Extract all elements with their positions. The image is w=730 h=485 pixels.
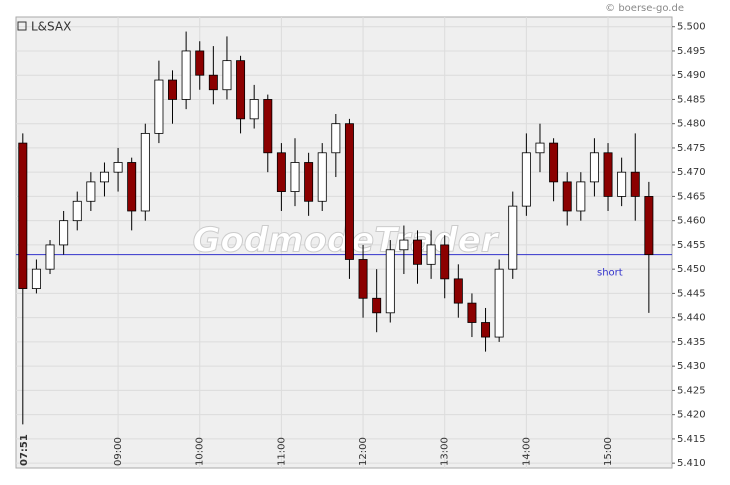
candle-body <box>263 99 273 154</box>
candle-body <box>413 239 422 265</box>
candle-body <box>481 322 491 338</box>
candle-body <box>317 152 327 202</box>
candle-body <box>236 60 246 120</box>
candle-body <box>426 244 436 265</box>
y-tick-label: 5.480 <box>677 119 706 130</box>
y-tick-label: 5.465 <box>677 191 706 202</box>
candle-body <box>562 181 572 212</box>
y-tick-label: 5.410 <box>677 458 706 469</box>
candle-body <box>304 162 314 202</box>
candle-body <box>535 142 545 154</box>
candle-body <box>195 50 205 76</box>
candle-body <box>467 302 477 323</box>
x-tick-label: 10:00 <box>195 437 206 466</box>
source: © boerse-go.de <box>605 3 684 14</box>
y-tick-label: 5.435 <box>677 337 706 348</box>
y-tick-label: 5.455 <box>677 240 706 251</box>
candle-body <box>154 79 164 134</box>
candle-body <box>576 181 586 212</box>
candle-body <box>453 278 463 304</box>
candle-body <box>276 152 286 192</box>
candle-body <box>630 171 640 197</box>
candle-body <box>222 60 232 91</box>
y-tick-label: 5.415 <box>677 434 706 445</box>
y-tick-label: 5.420 <box>677 410 706 421</box>
candle-body <box>589 152 599 183</box>
candle-body <box>331 123 341 154</box>
candle-body <box>521 152 531 207</box>
y-tick-label: 5.430 <box>677 361 706 372</box>
candle-body <box>45 244 55 270</box>
y-tick-label: 5.445 <box>677 288 706 299</box>
candle-body <box>344 123 354 260</box>
y-tick-label: 5.450 <box>677 264 706 275</box>
candle-body <box>617 171 627 197</box>
candle-body <box>399 239 409 251</box>
candle-body <box>372 297 382 314</box>
candle-body <box>644 196 654 256</box>
candle-body <box>18 142 28 289</box>
candle-body <box>508 205 518 270</box>
candle-body <box>603 152 613 197</box>
x-tick-label: 15:00 <box>603 437 614 466</box>
candle-body <box>249 99 259 120</box>
reference-label: short <box>597 268 623 279</box>
candle-body <box>86 181 96 202</box>
plot-area <box>15 16 673 469</box>
y-tick-label: 5.475 <box>677 143 706 154</box>
candle-body <box>59 220 69 246</box>
candle-body <box>181 50 191 100</box>
candle-body <box>72 200 82 222</box>
candle-body <box>494 268 504 338</box>
x-tick-label: 07:51 <box>19 434 30 466</box>
y-tick-label: 5.500 <box>677 22 706 33</box>
legend-box <box>17 21 27 31</box>
y-tick-label: 5.485 <box>677 94 706 105</box>
x-tick-label: 09:00 <box>113 437 124 466</box>
y-tick-label: 5.425 <box>677 385 706 396</box>
x-tick-label: 14:00 <box>521 437 532 466</box>
y-tick-label: 5.460 <box>677 216 706 227</box>
candle-body <box>440 244 450 280</box>
candle-body <box>168 79 177 100</box>
candle-body <box>113 162 123 173</box>
candle-body <box>31 268 41 289</box>
candle-body <box>208 74 218 91</box>
x-tick-label: 12:00 <box>358 437 369 466</box>
candle-body <box>99 171 109 183</box>
chart-title: L&SAX <box>31 20 71 34</box>
candle-body <box>290 162 300 192</box>
candle-body <box>385 249 395 314</box>
x-tick-label: 11:00 <box>276 437 287 466</box>
y-tick-label: 5.440 <box>677 313 706 324</box>
x-tick-label: 13:00 <box>440 437 451 466</box>
candle-body <box>127 162 137 212</box>
candle-body <box>140 132 150 212</box>
y-tick-label: 5.495 <box>677 46 706 57</box>
y-tick-label: 5.470 <box>677 167 706 178</box>
y-tick-label: 5.490 <box>677 70 706 81</box>
candle-body <box>549 142 559 183</box>
candle-body <box>358 259 368 299</box>
